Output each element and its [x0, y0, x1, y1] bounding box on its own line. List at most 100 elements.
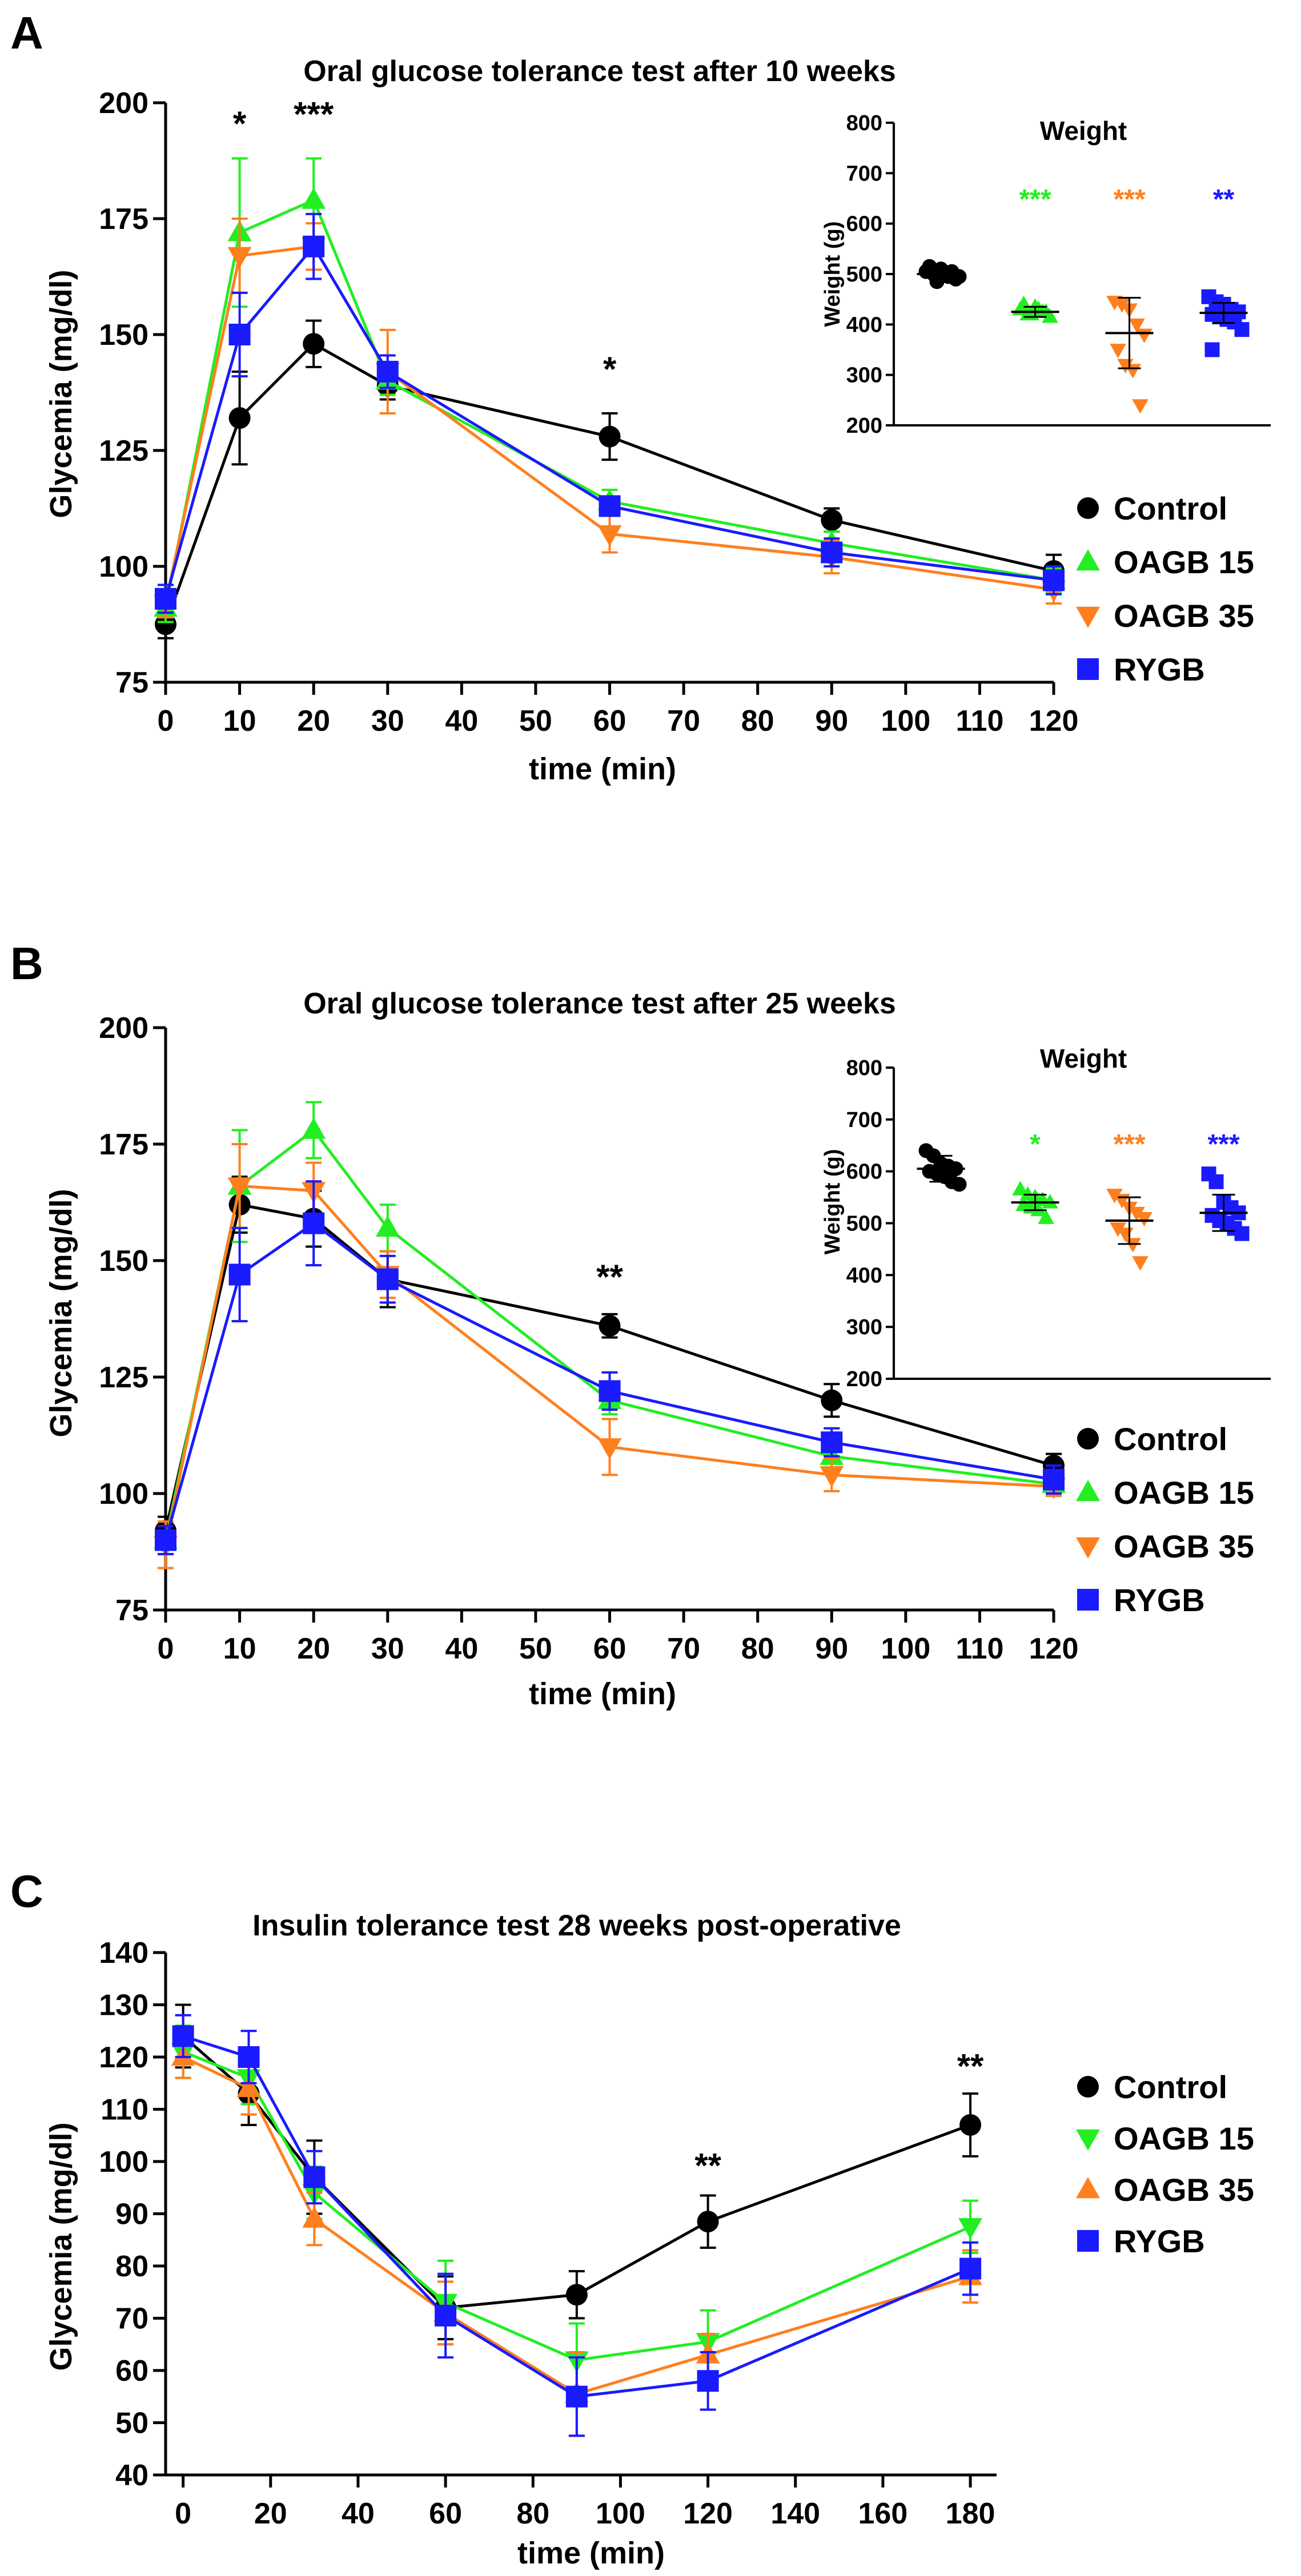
- y-axis-label: Glycemia (mg/dl): [44, 1189, 78, 1437]
- series-rygb: [155, 212, 1065, 614]
- data-point: [303, 235, 325, 257]
- x-tick-label: 50: [519, 1632, 552, 1665]
- inset-point: [951, 269, 967, 284]
- inset-y-tick-label: 400: [846, 1263, 882, 1287]
- inset-y-axis-label: Weight (g): [821, 1149, 845, 1254]
- inset-group-rygb: ***: [1199, 1129, 1250, 1241]
- x-tick-label: 0: [158, 1632, 174, 1665]
- legend-label: Control: [1114, 2069, 1227, 2105]
- y-tick-label: 140: [99, 1937, 148, 1970]
- inset-point: [951, 1177, 967, 1192]
- inset-point: [1136, 1212, 1153, 1227]
- data-point: [599, 495, 621, 517]
- inset-point: [1038, 303, 1054, 318]
- inset-group-rygb: **: [1199, 184, 1250, 357]
- x-tick-label: 10: [223, 705, 256, 738]
- weight-inset: Weight Weight (g) 200 300 400 500 600 700 800 *…: [821, 1044, 1271, 1391]
- chart-title: Insulin tolerance test 28 weeks post-ope…: [252, 1909, 901, 1942]
- x-tick-label: 100: [881, 705, 930, 738]
- x-tick-label: 20: [297, 1632, 330, 1665]
- legend-label: OAGB 15: [1114, 1475, 1254, 1511]
- significance-marker: **: [957, 2047, 984, 2086]
- inset-point: [1114, 298, 1130, 313]
- x-tick-label: 0: [175, 2497, 191, 2530]
- data-point: [597, 525, 622, 547]
- x-tick-label: 110: [955, 705, 1003, 738]
- inset-y-tick-label: 600: [846, 1160, 882, 1184]
- inset-point: [1106, 1189, 1123, 1204]
- x-tick-label: 40: [445, 1632, 478, 1665]
- data-point: [172, 2025, 194, 2047]
- x-tick-label: 80: [741, 705, 774, 738]
- inset-point: [922, 259, 937, 274]
- data-point: [155, 613, 176, 635]
- inset-y-tick-label: 700: [846, 1108, 882, 1132]
- series-line: [164, 1203, 1054, 1531]
- y-axis-label: Glycemia (mg/dl): [44, 2122, 78, 2370]
- inset-point: [1129, 318, 1145, 333]
- data-point: [821, 541, 843, 564]
- y-tick-label: 175: [99, 1128, 148, 1161]
- main-plot: 40 50 60 70 80 90 100 110 120 130 140 0 20 40 60 80 100 1…: [99, 1937, 997, 2530]
- significance-marker: *: [603, 350, 617, 388]
- data-point: [697, 2211, 719, 2233]
- x-tick-label: 10: [223, 1632, 256, 1665]
- y-axis-label: Glycemia (mg/dl): [44, 269, 78, 518]
- x-tick-label: 60: [593, 1632, 627, 1665]
- y-tick-label: 70: [115, 2303, 148, 2336]
- panel-letter: A: [10, 7, 43, 58]
- y-tick-label: 150: [99, 1245, 148, 1278]
- significance-marker: ***: [294, 95, 334, 134]
- data-point: [599, 1380, 621, 1402]
- inset-group-control: [917, 1143, 967, 1192]
- significance-marker: **: [694, 2146, 721, 2184]
- inset-point: [1110, 1222, 1126, 1237]
- data-point: [820, 1466, 844, 1488]
- inset-significance-marker: **: [1213, 184, 1235, 215]
- x-axis-label: time (min): [517, 2536, 665, 2570]
- y-tick-label: 75: [115, 666, 148, 699]
- y-tick-label: 200: [99, 87, 148, 120]
- y-tick-label: 100: [99, 2146, 148, 2179]
- data-point: [821, 1431, 843, 1454]
- x-tick-label: 70: [667, 705, 700, 738]
- y-tick-label: 40: [115, 2459, 148, 2492]
- inset-y-tick-label: 200: [846, 1367, 882, 1391]
- inset-group-oagb-35: ***: [1105, 184, 1154, 414]
- x-axis-label: time (min): [529, 752, 676, 786]
- data-point: [375, 1215, 400, 1237]
- y-tick-label: 175: [99, 203, 148, 236]
- panel-letter: C: [10, 1866, 43, 1917]
- x-tick-label: 40: [445, 705, 478, 738]
- series-rygb: [155, 1180, 1065, 1556]
- legend-marker: [1076, 1480, 1100, 1502]
- data-point: [597, 1438, 622, 1460]
- legend: Control OAGB 15 OAGB 35 RYGB: [1076, 2069, 1254, 2259]
- legend-label: RYGB: [1114, 651, 1205, 687]
- x-tick-label: 30: [371, 1632, 404, 1665]
- inset-group-control: [917, 259, 967, 289]
- legend-label: RYGB: [1114, 2223, 1205, 2259]
- data-point: [376, 360, 399, 383]
- inset-point: [1204, 342, 1220, 357]
- data-point: [303, 2166, 326, 2188]
- x-tick-label: 110: [955, 1632, 1003, 1665]
- inset-point: [1110, 344, 1126, 359]
- inset-point: [1132, 1256, 1149, 1271]
- legend-label: OAGB 35: [1114, 598, 1254, 634]
- legend-label: OAGB 15: [1114, 2120, 1254, 2156]
- x-tick-label: 60: [593, 705, 627, 738]
- inset-significance-marker: ***: [1113, 184, 1145, 215]
- panel-c: C Insulin tolerance test 28 weeks post-o…: [10, 1866, 1254, 2570]
- data-point: [303, 1212, 325, 1234]
- legend-marker: [1077, 658, 1099, 680]
- inset-point: [1129, 1206, 1145, 1222]
- series-oagb-15: [171, 2024, 982, 2398]
- data-point: [236, 2076, 261, 2098]
- inset-title: Weight: [1040, 1044, 1127, 1073]
- inset-group-oagb-35: ***: [1105, 1129, 1154, 1271]
- x-tick-label: 140: [770, 2497, 820, 2530]
- weight-inset: Weight Weight (g) 200 300 400 500 600 700 800 *…: [821, 111, 1271, 438]
- inset-title: Weight: [1040, 116, 1127, 146]
